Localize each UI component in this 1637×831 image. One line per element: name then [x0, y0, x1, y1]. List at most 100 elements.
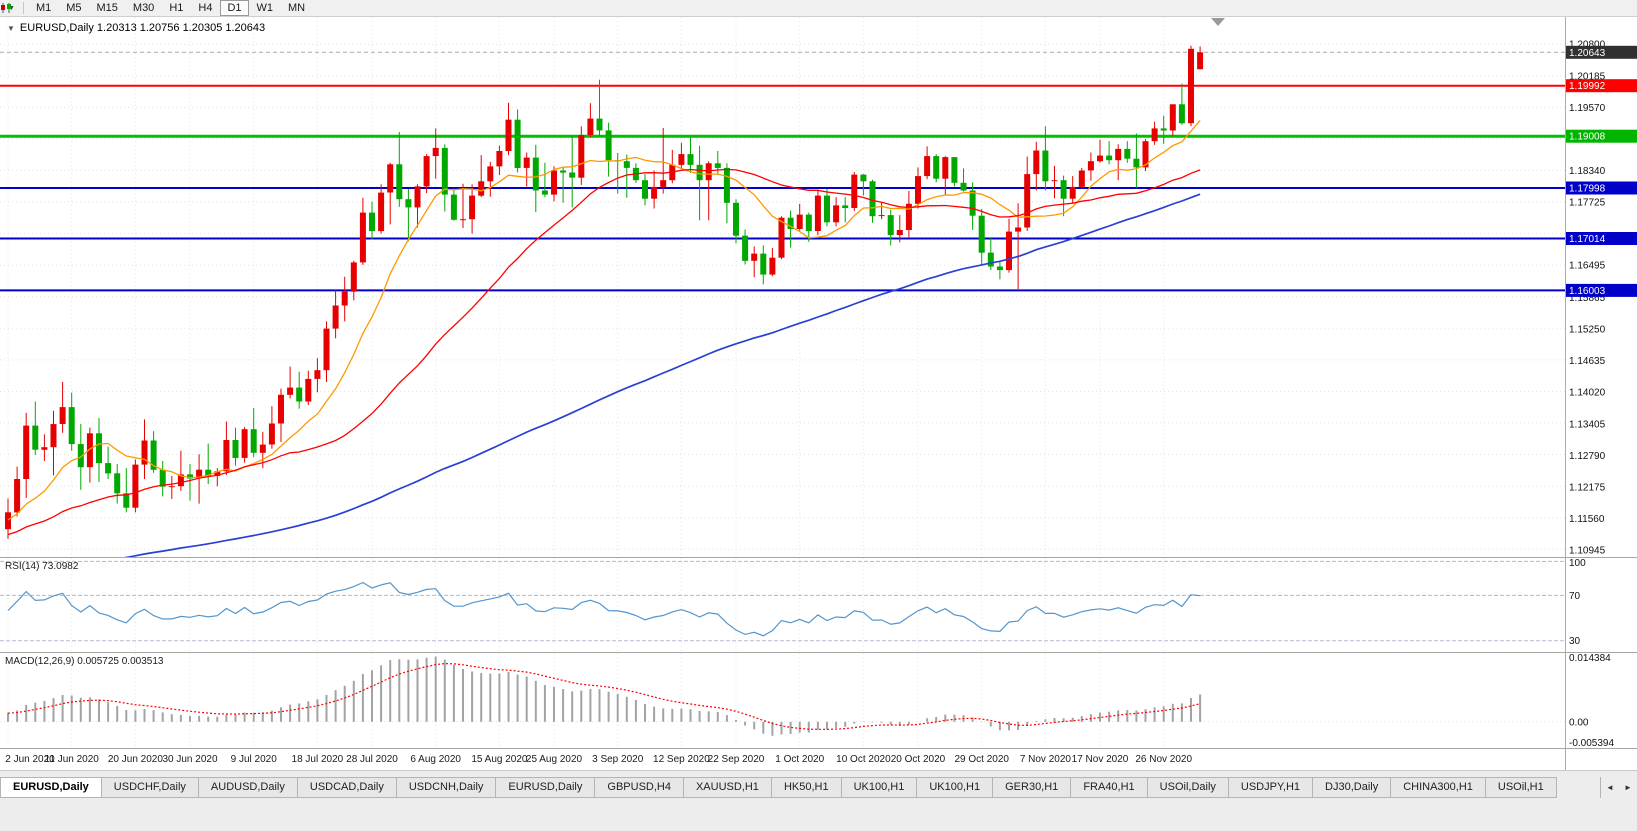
- chart-tab-ger30-h1[interactable]: GER30,H1: [993, 777, 1072, 798]
- chart-tab-china300-h1[interactable]: CHINA300,H1: [1391, 777, 1486, 798]
- tab-scroll-right-icon[interactable]: ►: [1624, 783, 1632, 792]
- tab-scroll-buttons: ◄ ►: [1600, 777, 1637, 798]
- chart-tab-usdjpy-h1[interactable]: USDJPY,H1: [1228, 777, 1314, 798]
- chart-shift-marker: [1211, 18, 1225, 26]
- svg-text:1.19008: 1.19008: [1569, 132, 1606, 143]
- svg-text:1.15865: 1.15865: [1569, 293, 1606, 304]
- svg-text:1.12175: 1.12175: [1569, 482, 1606, 493]
- svg-text:1.14635: 1.14635: [1569, 356, 1606, 367]
- svg-text:1.15250: 1.15250: [1569, 325, 1606, 336]
- price-axis-border: [1565, 17, 1566, 770]
- timeframe-button-m15[interactable]: M15: [96, 2, 118, 14]
- chart-tab-usoil-h1[interactable]: USOil,H1: [1485, 777, 1557, 798]
- svg-text:29 Oct 2020: 29 Oct 2020: [954, 754, 1009, 765]
- timeframe-button-w1[interactable]: W1: [256, 2, 274, 14]
- svg-text:2 Jun 2020: 2 Jun 2020: [5, 754, 55, 765]
- chart-tab-usdcad-daily[interactable]: USDCAD,Daily: [297, 777, 397, 798]
- svg-text:11 Jun 2020: 11 Jun 2020: [45, 754, 100, 765]
- rsi-panel[interactable]: 100 70 30: [0, 558, 1637, 652]
- macd-label: MACD(12,26,9) 0.005725 0.003513: [5, 656, 164, 667]
- svg-text:0.014384: 0.014384: [1569, 653, 1611, 664]
- chart-tab-uk100-h1[interactable]: UK100,H1: [841, 777, 918, 798]
- timeframe-button-h4[interactable]: H4: [198, 2, 213, 14]
- chevron-down-icon: ▼: [8, 4, 15, 12]
- svg-text:1 Oct 2020: 1 Oct 2020: [775, 754, 824, 765]
- svg-text:1.20185: 1.20185: [1569, 71, 1606, 82]
- chart-tab-eurusd-daily[interactable]: EURUSD,Daily: [496, 777, 596, 798]
- chart-tab-xauusd-h1[interactable]: XAUUSD,H1: [683, 777, 772, 798]
- chart-tab-dj30-daily[interactable]: DJ30,Daily: [1313, 777, 1392, 798]
- chart-tab-usdchf-daily[interactable]: USDCHF,Daily: [101, 777, 199, 798]
- chart-type-button[interactable]: ▼: [1, 1, 18, 16]
- svg-text:1.20800: 1.20800: [1569, 40, 1606, 51]
- svg-text:1.10945: 1.10945: [1569, 546, 1606, 557]
- candlestick-chart-icon: [1, 3, 11, 13]
- svg-text:22 Sep 2020: 22 Sep 2020: [708, 754, 765, 765]
- svg-text:3 Sep 2020: 3 Sep 2020: [592, 754, 644, 765]
- svg-text:1.18340: 1.18340: [1569, 166, 1606, 177]
- timeframe-button-d1[interactable]: D1: [220, 0, 249, 16]
- svg-text:0.00: 0.00: [1569, 717, 1589, 728]
- timeframe-button-m5[interactable]: M5: [66, 2, 82, 14]
- chart-tab-gbpusd-h4[interactable]: GBPUSD,H4: [595, 777, 684, 798]
- svg-text:30: 30: [1569, 636, 1581, 647]
- svg-text:25 Aug 2020: 25 Aug 2020: [526, 754, 583, 765]
- chart-tab-fra40-h1[interactable]: FRA40,H1: [1071, 777, 1148, 798]
- svg-text:17 Nov 2020: 17 Nov 2020: [1072, 754, 1129, 765]
- svg-text:15 Aug 2020: 15 Aug 2020: [471, 754, 528, 765]
- chart-area[interactable]: 1.20800 1.20185 1.19570 1.18340 1.17725 1.164…: [0, 17, 1637, 770]
- svg-text:1.17725: 1.17725: [1569, 198, 1606, 209]
- svg-text:6 Aug 2020: 6 Aug 2020: [410, 754, 461, 765]
- chart-tab-eurusd-daily[interactable]: EURUSD,Daily: [0, 777, 102, 798]
- svg-text:-0.005394: -0.005394: [1569, 738, 1614, 748]
- svg-text:1.11560: 1.11560: [1569, 514, 1605, 525]
- svg-text:70: 70: [1569, 591, 1581, 602]
- chart-tab-usdcnh-daily[interactable]: USDCNH,Daily: [396, 777, 497, 798]
- svg-text:1.17998: 1.17998: [1569, 184, 1606, 195]
- chart-tab-usoil-daily[interactable]: USOil,Daily: [1147, 777, 1229, 798]
- timeframe-button-m1[interactable]: M1: [35, 2, 52, 14]
- svg-text:1.12790: 1.12790: [1569, 451, 1606, 462]
- toolbar-separator: [22, 2, 24, 14]
- chart-title: EURUSD,Daily 1.20313 1.20756 1.20305 1.2…: [19, 22, 266, 34]
- timeframe-button-mn[interactable]: MN: [288, 2, 306, 14]
- svg-text:1.13405: 1.13405: [1569, 419, 1606, 430]
- timeframe-toolbar: ▼ M1 M5 M15 M30 H1 H4 D1 W1 MN: [0, 0, 1637, 17]
- timeframe-button-h1[interactable]: H1: [169, 2, 184, 14]
- timeframe-button-m30[interactable]: M30: [132, 2, 155, 14]
- svg-text:1.16495: 1.16495: [1569, 261, 1606, 272]
- svg-text:1.20643: 1.20643: [1569, 48, 1606, 59]
- chart-tabs: EURUSD,Daily USDCHF,Daily AUDUSD,Daily USDC…: [0, 777, 1600, 798]
- svg-text:20 Oct 2020: 20 Oct 2020: [891, 754, 946, 765]
- svg-text:26 Nov 2020: 26 Nov 2020: [1135, 754, 1192, 765]
- chart-tab-audusd-daily[interactable]: AUDUSD,Daily: [198, 777, 298, 798]
- svg-text:18 Jul 2020: 18 Jul 2020: [292, 754, 344, 765]
- bottom-bar: EURUSD,Daily USDCHF,Daily AUDUSD,Daily USDC…: [0, 770, 1637, 831]
- svg-text:100: 100: [1569, 558, 1586, 569]
- svg-text:30 Jun 2020: 30 Jun 2020: [162, 754, 217, 765]
- macd-panel[interactable]: 0.014384 0.00 -0.005394: [0, 653, 1637, 748]
- svg-text:9 Jul 2020: 9 Jul 2020: [231, 754, 278, 765]
- price-chart-panel[interactable]: 1.20800 1.20185 1.19570 1.18340 1.17725 1.164…: [0, 17, 1637, 557]
- collapse-panel-icon[interactable]: ▼: [7, 23, 15, 33]
- chart-tab-uk100-h1[interactable]: UK100,H1: [917, 777, 994, 798]
- panel-separator[interactable]: [0, 652, 1637, 653]
- panel-separator[interactable]: [0, 748, 1637, 749]
- svg-text:1.19570: 1.19570: [1569, 103, 1606, 114]
- svg-text:28 Jul 2020: 28 Jul 2020: [346, 754, 398, 765]
- svg-text:10 Oct 2020: 10 Oct 2020: [836, 754, 891, 765]
- svg-text:20 Jun 2020: 20 Jun 2020: [108, 754, 163, 765]
- timeframe-buttons: M1 M5 M15 M30 H1 H4 D1 W1 MN: [29, 0, 313, 16]
- svg-text:1.14020: 1.14020: [1569, 388, 1606, 399]
- svg-text:12 Sep 2020: 12 Sep 2020: [653, 754, 710, 765]
- svg-text:1.17014: 1.17014: [1569, 234, 1606, 245]
- svg-text:7 Nov 2020: 7 Nov 2020: [1020, 754, 1072, 765]
- panel-separator[interactable]: [0, 557, 1637, 558]
- rsi-label: RSI(14) 73.0982: [5, 561, 79, 572]
- tab-scroll-left-icon[interactable]: ◄: [1606, 783, 1614, 792]
- chart-title-overlay: ▼ EURUSD,Daily 1.20313 1.20756 1.20305 1…: [7, 22, 265, 34]
- chart-tab-hk50-h1[interactable]: HK50,H1: [771, 777, 842, 798]
- svg-text:1.19992: 1.19992: [1569, 81, 1606, 92]
